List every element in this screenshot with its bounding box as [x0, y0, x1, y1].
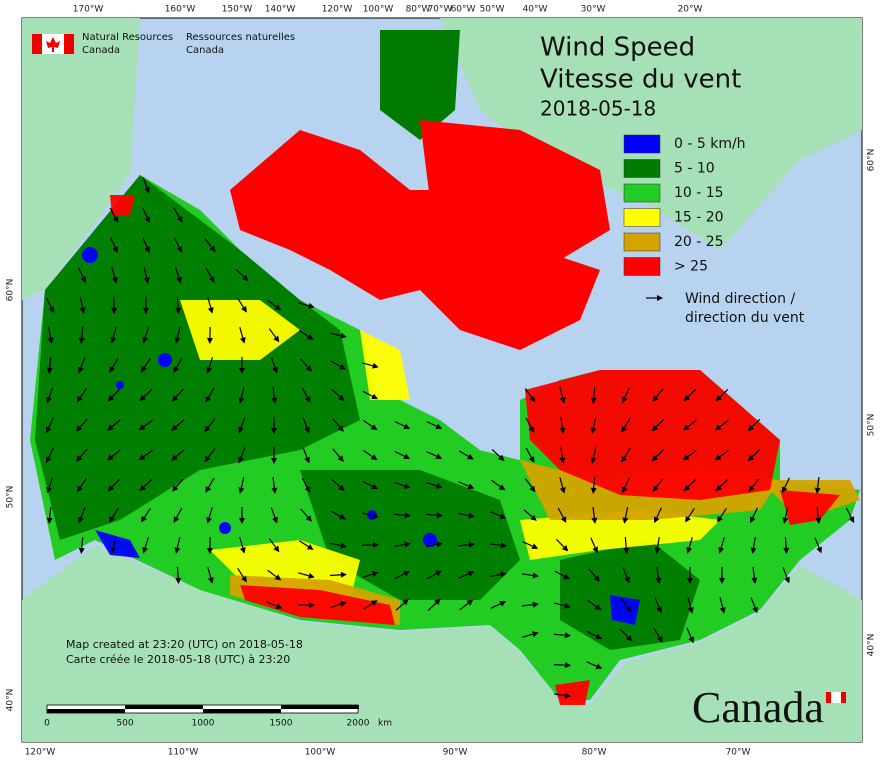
left-tick: 60°N [6, 279, 16, 302]
flag-left [32, 34, 42, 54]
date: 2018-05-18 [540, 97, 656, 121]
scale-seg [125, 705, 203, 709]
legend-label: > 25 [674, 259, 708, 275]
legend-swatch [624, 233, 660, 251]
top-tick: 30°W [581, 5, 606, 15]
scale-label: 2000 [347, 719, 370, 729]
top-tick: 70°W [428, 5, 453, 15]
top-tick: 170°W [73, 5, 104, 15]
bottom-tick: 120°W [25, 748, 56, 758]
scale-label: 500 [116, 719, 133, 729]
calm-spot [116, 381, 124, 389]
top-tick: 20°W [678, 5, 703, 15]
left-tick: 40°N [6, 689, 16, 712]
top-tick: 60°W [451, 5, 476, 15]
scale-seg [203, 709, 281, 713]
flag-right [64, 34, 74, 54]
top-tick: 50°W [480, 5, 505, 15]
label: Canada [82, 45, 120, 56]
wordmark: Canada [692, 683, 824, 732]
bottom-tick: 100°W [305, 748, 336, 758]
legend-label: 10 - 15 [674, 185, 724, 201]
right-tick: 50°N [867, 414, 877, 437]
calm-spot [82, 247, 98, 263]
top-tick: 150°W [222, 5, 253, 15]
legend-label: 5 - 10 [674, 161, 715, 177]
legend-swatch [624, 135, 660, 153]
top-tick: 120°W [322, 5, 353, 15]
bottom-tick: 70°W [726, 748, 751, 758]
right-tick: 60°N [867, 149, 877, 172]
wordmark-flag-mid [831, 692, 841, 703]
label: Canada [186, 45, 224, 56]
title: Wind Speed [540, 33, 695, 63]
top-tick: 160°W [165, 5, 196, 15]
wind-patch [610, 595, 640, 625]
scale-label: 1000 [192, 719, 215, 729]
legend-label: 15 - 20 [674, 210, 724, 226]
legend-label: direction du vent [685, 310, 805, 326]
credit: Carte créée le 2018-05-18 (UTC) à 23:20 [66, 653, 290, 666]
legend-swatch [624, 184, 660, 202]
legend-swatch [624, 258, 660, 276]
calm-spot [158, 353, 172, 367]
top-tick: 100°W [363, 5, 394, 15]
scale-unit: km [378, 719, 392, 729]
top-tick: 40°W [523, 5, 548, 15]
scale-seg [47, 709, 125, 713]
bottom-tick: 80°W [582, 748, 607, 758]
legend-label: 0 - 5 km/h [674, 136, 746, 152]
top-tick: 140°W [265, 5, 296, 15]
legend-label: 20 - 25 [674, 234, 724, 250]
calm-spot [219, 522, 231, 534]
scale-seg [281, 705, 359, 709]
legend-swatch [624, 160, 660, 178]
scale-label: 1500 [270, 719, 293, 729]
legend-swatch [624, 209, 660, 227]
label: Natural Resources [82, 32, 173, 43]
title: Vitesse du vent [540, 65, 741, 95]
right-tick: 40°N [867, 634, 877, 657]
bottom-tick: 90°W [443, 748, 468, 758]
bottom-tick: 110°W [168, 748, 199, 758]
credit: Map created at 23:20 (UTC) on 2018-05-18 [66, 638, 303, 651]
scale-label: 0 [44, 719, 50, 729]
left-tick: 50°N [6, 486, 16, 509]
legend-label: Wind direction / [685, 291, 795, 307]
label: Ressources naturelles [186, 32, 295, 43]
